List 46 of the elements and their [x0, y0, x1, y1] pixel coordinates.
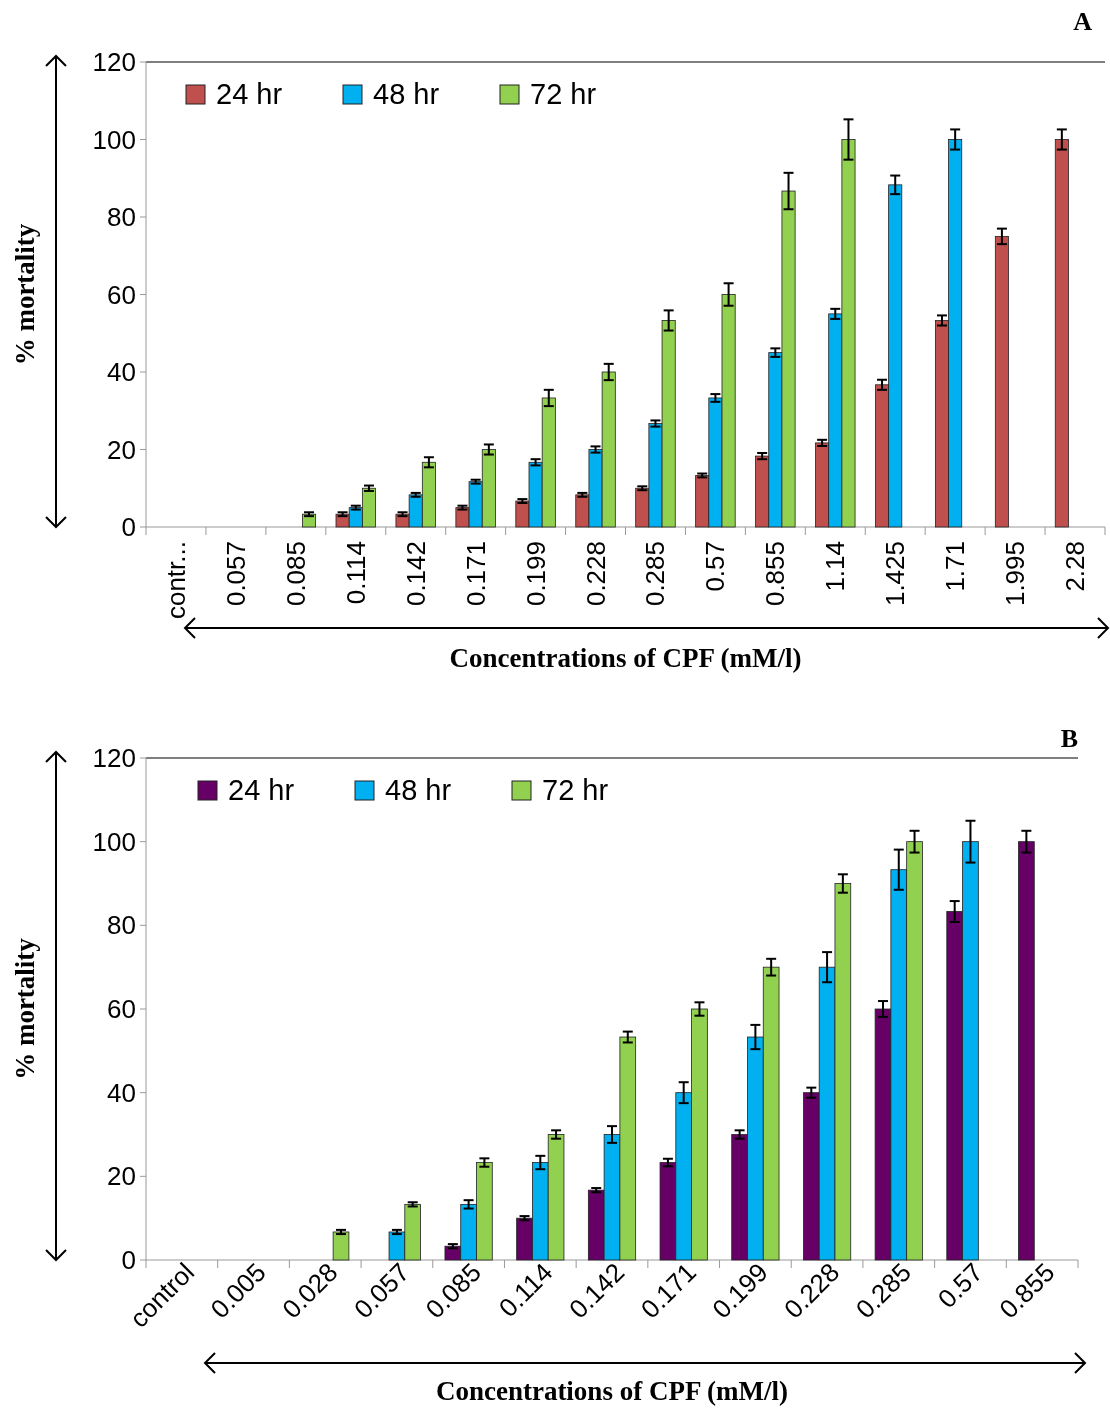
- y-tick-label: 120: [92, 743, 136, 774]
- legend-label: 24 hr: [228, 774, 295, 807]
- x-tick-label: 1.14: [820, 541, 851, 592]
- x-tick-label: 1.995: [1000, 541, 1031, 607]
- x-tick-label: 0.085: [280, 541, 311, 607]
- legend-label: 48 hr: [373, 78, 440, 111]
- legend-label: 72 hr: [530, 78, 597, 111]
- x-tick-label: 2.28: [1060, 541, 1091, 592]
- x-tick-label: 0.855: [760, 541, 791, 607]
- x-tick-label: 0.057: [220, 541, 251, 607]
- y-tick-label: 20: [107, 1161, 136, 1192]
- x-tick-label: 0.57: [700, 541, 731, 592]
- y-tick-label: 0: [121, 1245, 136, 1276]
- text: A: [1073, 7, 1093, 36]
- x-tick-label: 0.171: [460, 541, 491, 607]
- y-tick-label: 100: [92, 124, 136, 155]
- y-axis-title: % mortality: [10, 937, 40, 1080]
- y-tick-label: 60: [107, 994, 136, 1025]
- y-tick-label: 120: [92, 47, 136, 78]
- x-tick-label: 0.142: [400, 541, 431, 607]
- legend-label: 48 hr: [385, 774, 452, 807]
- y-tick-label: 20: [107, 434, 136, 465]
- x-tick-label: 0.228: [580, 541, 611, 607]
- bar: [994, 235, 1009, 528]
- y-tick-label: 60: [107, 279, 136, 310]
- y-tick-label: 100: [92, 826, 136, 857]
- x-axis-title: Concentrations of CPF (mM/l): [449, 643, 802, 673]
- legend-label: 24 hr: [216, 78, 283, 111]
- x-tick-label: 1.71: [940, 541, 971, 592]
- y-axis-title: % mortality: [10, 223, 40, 366]
- x-tick-label: 0.285: [640, 541, 671, 607]
- y-tick-label: 0: [121, 512, 136, 543]
- legend-label: 72 hr: [542, 774, 609, 807]
- bar: [332, 1231, 350, 1261]
- x-tick-label: 1.425: [880, 541, 911, 607]
- x-axis-title: Concentrations of CPF (mM/l): [435, 1376, 789, 1406]
- x-tick-label: contr...: [160, 541, 191, 620]
- x-tick-label: 0.114: [340, 541, 371, 605]
- y-tick-label: 80: [107, 910, 136, 941]
- text: B: [1060, 724, 1078, 753]
- x-tick-label: 0.199: [520, 541, 551, 607]
- bar: [1054, 139, 1069, 528]
- y-tick-label: 40: [107, 357, 136, 388]
- y-tick-label: 40: [107, 1077, 136, 1108]
- bar: [1018, 841, 1035, 1261]
- y-tick-label: 80: [107, 202, 136, 233]
